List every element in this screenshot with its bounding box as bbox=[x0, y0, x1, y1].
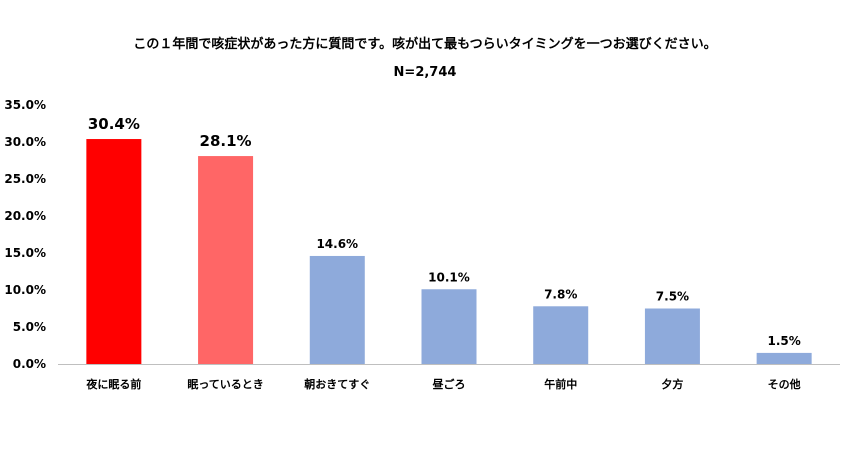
data-label: 7.5% bbox=[656, 290, 689, 304]
bars: 30.4% 夜に眠る前 28.1% 眠っているとき 14.6% 朝おきてすぐ 10.1% 昼ご… bbox=[85, 115, 812, 391]
y-tick-label: 25.0% bbox=[4, 172, 46, 186]
data-label: 7.8% bbox=[544, 287, 577, 301]
chart-title: この１年間で咳症状があった方に質問です。咳が出て最もつらいタイミングを一つお選び… bbox=[133, 36, 716, 52]
bar bbox=[644, 308, 700, 364]
y-axis: 0.0% 5.0% 10.0% 15.0% 20.0% 25.0% 30.0% 35.0% bbox=[4, 98, 46, 371]
bar bbox=[756, 352, 812, 364]
bar bbox=[86, 139, 142, 364]
chart-subtitle: N=2,744 bbox=[394, 65, 457, 80]
bar bbox=[309, 255, 365, 364]
category-label: その他 bbox=[768, 377, 801, 391]
category-label: 眠っているとき bbox=[187, 378, 263, 391]
bar bbox=[421, 289, 477, 364]
y-tick-label: 10.0% bbox=[4, 283, 46, 297]
y-tick-label: 5.0% bbox=[13, 320, 46, 334]
category-label: 午前中 bbox=[544, 377, 577, 391]
bar bbox=[198, 156, 254, 364]
y-tick-label: 35.0% bbox=[4, 98, 46, 112]
data-label: 10.1% bbox=[428, 270, 470, 284]
category-label: 朝おきてすぐ bbox=[304, 377, 370, 391]
data-label: 14.6% bbox=[316, 237, 358, 251]
data-label: 28.1% bbox=[200, 132, 252, 150]
category-label: 昼ごろ bbox=[432, 377, 466, 391]
data-label: 30.4% bbox=[88, 115, 140, 133]
bar bbox=[533, 306, 589, 364]
y-tick-label: 15.0% bbox=[4, 246, 46, 260]
category-label: 夜に眠る前 bbox=[85, 377, 141, 391]
y-tick-label: 20.0% bbox=[4, 209, 46, 223]
category-label: 夕方 bbox=[661, 377, 683, 391]
y-tick-label: 0.0% bbox=[13, 357, 46, 371]
y-tick-label: 30.0% bbox=[4, 135, 46, 149]
data-label: 1.5% bbox=[768, 334, 801, 348]
